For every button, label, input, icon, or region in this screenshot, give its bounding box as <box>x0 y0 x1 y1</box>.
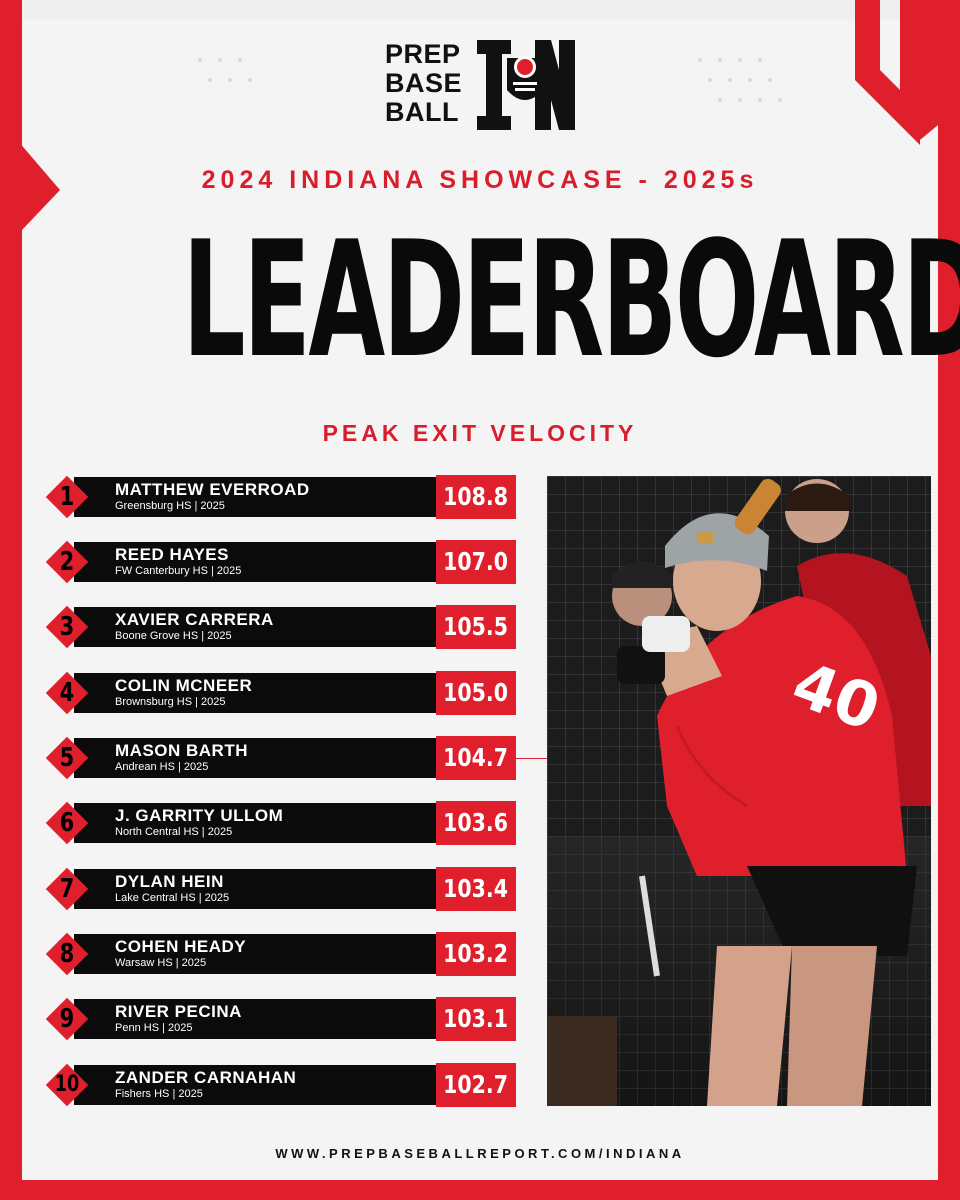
leaderboard-list: 1 MATTHEW EVERROAD Greensburg HS | 2025 … <box>44 475 516 1107</box>
velocity-value-text: 105.0 <box>443 678 509 707</box>
velocity-value-text: 104.7 <box>443 743 509 772</box>
leaderboard-row: 3 XAVIER CARRERA Boone Grove HS | 2025 1… <box>44 605 516 649</box>
velocity-value-text: 103.4 <box>443 874 509 903</box>
player-info: North Central HS | 2025 <box>115 826 233 838</box>
player-name: COLIN MCNEER <box>115 676 253 695</box>
leaderboard-row: 8 COHEN HEADY Warsaw HS | 2025 103.2 <box>44 932 516 976</box>
photo-connector-line <box>516 758 552 759</box>
metric-label: PEAK EXIT VELOCITY <box>322 420 638 446</box>
velocity-value: 108.8 <box>436 475 516 519</box>
rank-number: 8 <box>59 939 75 969</box>
event-subtitle: 2024 INDIANA SHOWCASE - 2025s <box>201 166 759 194</box>
leaderboard-row: 5 MASON BARTH Andrean HS | 2025 104.7 <box>44 736 516 780</box>
player-info: Boone Grove HS | 2025 <box>115 630 232 642</box>
rank-number: 3 <box>59 612 75 642</box>
prep-baseball-logo: PREP BASE BALL <box>385 40 575 130</box>
page-title: LEADERBOARD <box>182 206 960 393</box>
player-name: DYLAN HEIN <box>115 872 224 891</box>
logo-line-2: BASE <box>385 68 463 98</box>
leaderboard-row: 6 J. GARRITY ULLOM North Central HS | 20… <box>44 801 516 845</box>
website-url: WWW.PREPBASEBALLREPORT.COM/INDIANA <box>275 1146 685 1161</box>
velocity-value-text: 103.2 <box>443 939 509 968</box>
player-info: Fishers HS | 2025 <box>115 1088 203 1100</box>
player-info: Warsaw HS | 2025 <box>115 957 207 969</box>
velocity-value-text: 107.0 <box>443 547 509 576</box>
velocity-value-text: 102.7 <box>443 1070 509 1099</box>
player-name: REED HAYES <box>115 545 229 564</box>
leaderboard-row: 10 ZANDER CARNAHAN Fishers HS | 2025 102… <box>44 1063 516 1107</box>
player-info: Greensburg HS | 2025 <box>115 500 225 512</box>
indiana-state-mark <box>477 40 575 130</box>
player-name: J. GARRITY ULLOM <box>115 806 284 825</box>
velocity-value-text: 103.6 <box>443 808 509 837</box>
leaderboard-row: 4 COLIN MCNEER Brownsburg HS | 2025 105.… <box>44 671 516 715</box>
velocity-value: 103.1 <box>436 997 516 1041</box>
velocity-value: 103.6 <box>436 801 516 845</box>
leaderboard-row: 1 MATTHEW EVERROAD Greensburg HS | 2025 … <box>44 475 516 519</box>
player-name: COHEN HEADY <box>115 937 247 956</box>
rank-number: 10 <box>54 1072 80 1097</box>
player-photo: 40 <box>547 476 931 1106</box>
player-info: FW Canterbury HS | 2025 <box>115 565 242 577</box>
velocity-value-text: 108.8 <box>443 482 509 511</box>
velocity-value: 107.0 <box>436 540 516 584</box>
player-name: RIVER PECINA <box>115 1002 242 1021</box>
rank-number: 7 <box>59 874 75 904</box>
player-info: Penn HS | 2025 <box>115 1022 193 1034</box>
rank-number: 1 <box>59 482 75 512</box>
player-info: Lake Central HS | 2025 <box>115 892 230 904</box>
velocity-value: 103.2 <box>436 932 516 976</box>
rank-number: 4 <box>59 678 75 708</box>
logo-line-3: BALL <box>385 97 459 127</box>
player-name: MASON BARTH <box>115 741 248 760</box>
velocity-value: 103.4 <box>436 867 516 911</box>
leaderboard-row: 9 RIVER PECINA Penn HS | 2025 103.1 <box>44 997 516 1041</box>
rank-number: 9 <box>59 1004 75 1034</box>
rank-number: 6 <box>59 808 75 838</box>
rank-number: 5 <box>59 743 75 773</box>
velocity-value: 104.7 <box>436 736 516 780</box>
rank-number: 2 <box>59 547 75 577</box>
leaderboard-row: 7 DYLAN HEIN Lake Central HS | 2025 103.… <box>44 867 516 911</box>
velocity-value-text: 103.1 <box>443 1004 509 1033</box>
logo-wordmark: PREP BASE BALL <box>385 40 477 130</box>
velocity-value: 105.0 <box>436 671 516 715</box>
leaderboard-row: 2 REED HAYES FW Canterbury HS | 2025 107… <box>44 540 516 584</box>
player-info: Andrean HS | 2025 <box>115 761 209 773</box>
player-info: Brownsburg HS | 2025 <box>115 696 226 708</box>
velocity-value: 105.5 <box>436 605 516 649</box>
player-name: XAVIER CARRERA <box>115 610 274 629</box>
player-name: MATTHEW EVERROAD <box>115 480 310 499</box>
velocity-value: 102.7 <box>436 1063 516 1107</box>
velocity-value-text: 105.5 <box>443 612 509 641</box>
logo-line-1: PREP <box>385 39 461 69</box>
player-name: ZANDER CARNAHAN <box>115 1068 297 1087</box>
